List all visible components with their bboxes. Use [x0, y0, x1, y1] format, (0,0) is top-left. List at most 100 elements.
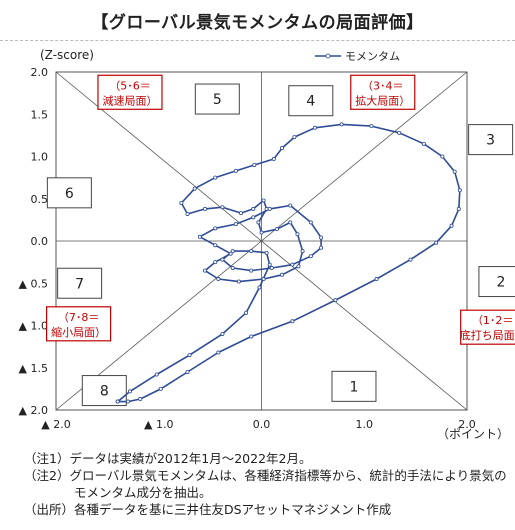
- phase-label-line1: （7･8＝: [58, 311, 100, 324]
- legend-label: モメンタム: [345, 50, 400, 63]
- series-point: [244, 310, 249, 315]
- y-tick-label: 1.0: [31, 151, 49, 164]
- zone-8-label: 8: [100, 384, 109, 400]
- series-point: [369, 124, 374, 129]
- series-point: [434, 240, 439, 245]
- y-tick-label: 0.0: [31, 235, 49, 248]
- series-point: [238, 211, 243, 216]
- note-2: （注2）グローバル景気モメンタムは、各種経済指標等から、統計的手法により景気の: [24, 468, 507, 483]
- series-point: [280, 146, 285, 151]
- y-tick-label: ▲ 1.0: [19, 320, 48, 333]
- title-divider: [0, 40, 515, 41]
- series-point: [236, 279, 241, 284]
- y-tick-label: ▲ 2.0: [19, 404, 48, 417]
- momentum-chart: 2.0 1.5 1.0 0.5 0.0 ▲ 0.5 ▲ 1.0 ▲ 1.5 ▲ 2.0▲ 2.0…: [19, 50, 515, 431]
- series-point: [213, 243, 218, 248]
- series-point: [220, 257, 225, 262]
- phase-label-line2: 減速局面）: [102, 93, 157, 107]
- y-axis-unit: (Z-score): [40, 48, 94, 62]
- series-point: [213, 260, 218, 265]
- x-axis-unit: （ポイント）: [436, 427, 509, 441]
- series-point: [249, 334, 254, 339]
- series-point: [319, 245, 324, 250]
- series-point: [154, 372, 159, 377]
- series-point: [233, 222, 238, 227]
- series-point: [374, 277, 379, 282]
- x-tick-label: 2.0: [458, 418, 476, 431]
- phase-box: [350, 74, 416, 110]
- series-point: [288, 203, 293, 208]
- series-point: [115, 399, 120, 404]
- zone-4-label: 4: [306, 94, 315, 110]
- phase-label-line2: 底打ち局面）: [460, 328, 515, 342]
- series-point: [138, 397, 143, 402]
- series-point: [249, 249, 254, 254]
- series-point: [319, 235, 324, 240]
- series-point: [213, 175, 218, 180]
- zone-6-label: 6: [65, 186, 74, 202]
- series-point: [202, 206, 207, 211]
- phase-label-line2: 拡大局面）: [355, 93, 410, 107]
- series-point: [187, 353, 192, 358]
- phase-label-line1: （5･6＝: [109, 79, 151, 92]
- y-tick-label: 2.0: [31, 66, 49, 79]
- series-point: [179, 200, 184, 205]
- series-point: [125, 399, 130, 404]
- diagonal-line-descending: [55, 71, 468, 411]
- series-point: [264, 250, 269, 255]
- series-point: [288, 220, 293, 225]
- series-point: [456, 206, 461, 211]
- series-line: [117, 123, 461, 403]
- x-tick-label: ▲ 1.0: [144, 418, 173, 431]
- x-tick-label: 1.0: [356, 418, 374, 431]
- zone-6-box: [46, 177, 92, 209]
- phase-label-line2: 縮小局面）: [51, 325, 106, 339]
- series-point: [230, 266, 235, 271]
- series-point: [230, 249, 235, 254]
- x-tick-label: ▲ 2.0: [41, 418, 70, 431]
- series-point: [339, 122, 344, 127]
- zone-1-label: 1: [350, 379, 359, 395]
- series-point: [397, 130, 402, 135]
- zone-5-box: [194, 83, 240, 115]
- y-tick-label: ▲ 0.5: [19, 277, 48, 290]
- series-point: [213, 226, 218, 231]
- phase-box: [460, 309, 515, 345]
- series-point: [296, 264, 301, 269]
- zone-2-label: 2: [496, 275, 505, 291]
- zone-3-box: [468, 124, 514, 156]
- series-point: [252, 162, 257, 167]
- zone-3-label: 3: [486, 133, 495, 149]
- series-point: [228, 251, 233, 256]
- series-point: [220, 205, 225, 210]
- series-point: [261, 198, 266, 203]
- chart-title: 【グローバル景気モメンタムの局面評価】: [91, 13, 424, 33]
- note-2-continued: モメンタム成分を抽出。: [24, 485, 212, 500]
- zone-7-box: [57, 267, 103, 299]
- series-point: [249, 268, 254, 273]
- zone-2-box: [478, 266, 515, 298]
- zone-5-label: 5: [213, 92, 222, 108]
- zone-7-label: 7: [75, 276, 84, 292]
- series-point: [271, 157, 276, 162]
- series-point: [216, 277, 221, 282]
- phase-box: [97, 74, 163, 110]
- series-point: [457, 188, 462, 193]
- zone-4-box: [288, 85, 334, 117]
- series-point: [127, 389, 132, 394]
- series-point: [300, 249, 305, 254]
- series-point: [312, 125, 317, 130]
- series-point: [202, 268, 207, 273]
- series-point: [251, 206, 256, 211]
- zone-1-box: [331, 370, 377, 402]
- series-point: [452, 169, 457, 174]
- source-note: （出所）各種データを基に三井住友DSアセットマネジメント作成: [24, 502, 392, 517]
- series-point: [251, 215, 256, 220]
- series-point: [333, 298, 338, 303]
- series-point: [274, 227, 279, 232]
- series-point: [308, 254, 313, 259]
- series-point: [295, 232, 300, 237]
- series-point: [185, 369, 190, 374]
- y-tick-label: 1.5: [31, 108, 49, 121]
- series-point: [192, 186, 197, 191]
